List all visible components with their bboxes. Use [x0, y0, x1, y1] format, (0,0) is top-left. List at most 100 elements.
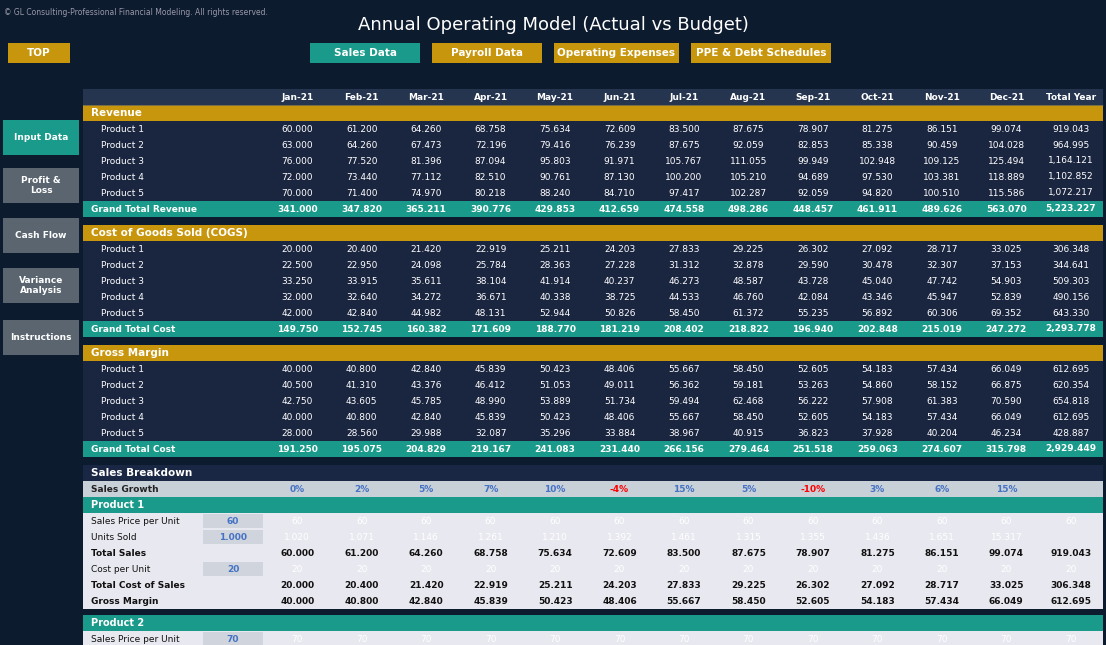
Text: 52.605: 52.605 [797, 364, 828, 373]
Bar [83, 257, 1103, 273]
Text: 86.151: 86.151 [926, 124, 958, 134]
Text: 152.745: 152.745 [341, 324, 383, 333]
Text: 1.146: 1.146 [414, 533, 439, 542]
Text: 2%: 2% [354, 484, 369, 493]
Text: 78.907: 78.907 [795, 548, 831, 557]
Text: Aug-21: Aug-21 [730, 92, 766, 101]
Text: 102.287: 102.287 [730, 188, 768, 197]
Text: 612.695: 612.695 [1052, 364, 1089, 373]
Text: Revenue: Revenue [91, 108, 142, 118]
Text: 75.634: 75.634 [538, 548, 573, 557]
Text: 50.423: 50.423 [540, 413, 571, 421]
Text: 37.153: 37.153 [991, 261, 1022, 270]
Text: Annual Operating Model (Actual vs Budget): Annual Operating Model (Actual vs Budget… [357, 16, 749, 34]
Text: 1.071: 1.071 [348, 533, 375, 542]
Text: 45.839: 45.839 [473, 597, 508, 606]
Text: 241.083: 241.083 [534, 444, 575, 453]
Text: 68.758: 68.758 [474, 124, 507, 134]
Text: 60.306: 60.306 [926, 308, 958, 317]
Text: 412.659: 412.659 [599, 204, 640, 213]
Bar [204, 530, 263, 544]
Text: Product 5: Product 5 [101, 188, 144, 197]
Text: 30.478: 30.478 [862, 261, 894, 270]
Bar [83, 217, 1103, 225]
Text: 84.710: 84.710 [604, 188, 635, 197]
Text: 78.907: 78.907 [797, 124, 828, 134]
Text: 46.234: 46.234 [991, 428, 1022, 437]
Bar [83, 105, 1103, 121]
Text: 188.770: 188.770 [534, 324, 575, 333]
Text: 20: 20 [807, 564, 818, 573]
Text: 48.406: 48.406 [602, 597, 637, 606]
Text: 204.829: 204.829 [406, 444, 447, 453]
Bar [3, 120, 79, 155]
Text: 27.092: 27.092 [860, 580, 895, 590]
Text: 75.634: 75.634 [540, 124, 571, 134]
Text: 29.590: 29.590 [797, 261, 828, 270]
Text: 60: 60 [1065, 517, 1076, 526]
Text: 54.183: 54.183 [862, 364, 894, 373]
Text: 274.607: 274.607 [921, 444, 962, 453]
Text: -10%: -10% [801, 484, 825, 493]
Text: 97.530: 97.530 [862, 172, 894, 181]
Bar [83, 441, 1103, 457]
Text: 97.417: 97.417 [668, 188, 700, 197]
Text: 215.019: 215.019 [921, 324, 962, 333]
Text: 20: 20 [356, 564, 367, 573]
Text: 102.948: 102.948 [859, 157, 896, 166]
Text: 86.151: 86.151 [925, 548, 959, 557]
Text: 61.200: 61.200 [344, 548, 379, 557]
Text: 34.272: 34.272 [410, 292, 441, 301]
Text: 58.152: 58.152 [926, 381, 958, 390]
Text: 57.434: 57.434 [926, 413, 958, 421]
Text: 1.261: 1.261 [478, 533, 503, 542]
Text: 160.382: 160.382 [406, 324, 447, 333]
Text: 90.459: 90.459 [926, 141, 958, 150]
Text: Variance
Analysis: Variance Analysis [19, 276, 63, 295]
Text: 490.156: 490.156 [1052, 292, 1089, 301]
Text: 40.500: 40.500 [282, 381, 313, 390]
Text: 70: 70 [1001, 635, 1012, 644]
Text: 87.094: 87.094 [474, 157, 507, 166]
Text: Grand Total Revenue: Grand Total Revenue [91, 204, 197, 213]
Text: 40.237: 40.237 [604, 277, 635, 286]
Text: 20: 20 [678, 564, 690, 573]
Text: 42.750: 42.750 [282, 397, 313, 406]
Text: Product 1: Product 1 [91, 500, 144, 510]
Text: Product 1: Product 1 [101, 124, 144, 134]
Text: 563.070: 563.070 [985, 204, 1026, 213]
Text: 33.025: 33.025 [991, 244, 1022, 253]
Text: 70: 70 [484, 635, 497, 644]
Text: 1.210: 1.210 [542, 533, 568, 542]
Text: Sales Breakdown: Sales Breakdown [91, 468, 192, 478]
Text: 29.225: 29.225 [733, 244, 764, 253]
Text: 80.218: 80.218 [474, 188, 507, 197]
Text: May-21: May-21 [536, 92, 574, 101]
Text: Grand Total Cost: Grand Total Cost [91, 324, 176, 333]
Text: TOP: TOP [28, 48, 51, 58]
Text: 53.889: 53.889 [540, 397, 571, 406]
Text: 15%: 15% [674, 484, 695, 493]
Text: 27.833: 27.833 [668, 244, 700, 253]
Text: 58.450: 58.450 [731, 597, 765, 606]
Text: 43.728: 43.728 [797, 277, 828, 286]
Text: 1.020: 1.020 [284, 533, 310, 542]
Text: 919.043: 919.043 [1052, 124, 1089, 134]
Bar [204, 514, 263, 528]
Text: 498.286: 498.286 [728, 204, 769, 213]
Text: 36.823: 36.823 [797, 428, 828, 437]
Text: 118.889: 118.889 [988, 172, 1025, 181]
Bar [83, 185, 1103, 201]
Text: Product 4: Product 4 [101, 413, 144, 421]
Text: 20: 20 [420, 564, 431, 573]
Text: 15%: 15% [995, 484, 1018, 493]
Text: 92.059: 92.059 [732, 141, 764, 150]
Bar [83, 529, 1103, 545]
Text: 83.500: 83.500 [668, 124, 700, 134]
Text: 88.240: 88.240 [540, 188, 571, 197]
Text: 654.818: 654.818 [1052, 397, 1089, 406]
Text: 66.049: 66.049 [989, 597, 1024, 606]
Text: Mar-21: Mar-21 [408, 92, 445, 101]
Text: 64.260: 64.260 [346, 141, 377, 150]
Text: 57.434: 57.434 [926, 364, 958, 373]
